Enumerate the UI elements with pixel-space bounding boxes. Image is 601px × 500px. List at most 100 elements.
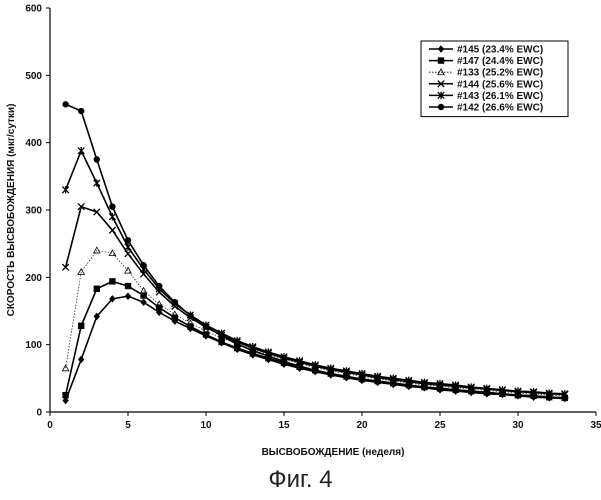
data-point bbox=[78, 107, 85, 115]
data-point bbox=[499, 390, 506, 398]
data-point bbox=[218, 332, 225, 340]
series-1 bbox=[62, 292, 568, 405]
data-point bbox=[171, 317, 178, 325]
data-point bbox=[187, 312, 194, 319]
data-point bbox=[93, 156, 101, 163]
data-point bbox=[61, 186, 70, 194]
legend-marker bbox=[437, 91, 445, 100]
data-point bbox=[171, 299, 178, 306]
data-point bbox=[93, 312, 100, 321]
data-point bbox=[124, 292, 132, 300]
data-point bbox=[202, 327, 210, 335]
data-point bbox=[92, 246, 101, 254]
data-point bbox=[342, 367, 351, 375]
legend-item: #145 (23.4% EWC) bbox=[429, 45, 543, 56]
data-point bbox=[124, 282, 132, 290]
data-point bbox=[280, 358, 288, 365]
y-tick-label: 500 bbox=[25, 71, 42, 82]
data-point bbox=[186, 319, 195, 327]
data-point bbox=[108, 213, 117, 221]
data-point bbox=[156, 308, 163, 317]
legend-label: #144 (25.6% EWC) bbox=[457, 79, 543, 90]
legend-label: #147 (24.4% EWC) bbox=[457, 56, 543, 67]
data-point bbox=[78, 355, 85, 364]
data-point bbox=[155, 300, 164, 308]
x-tick-label: 10 bbox=[200, 420, 212, 431]
y-tick-label: 200 bbox=[25, 273, 42, 284]
data-point bbox=[78, 322, 85, 330]
x-tick-label: 5 bbox=[125, 420, 131, 431]
legend-marker bbox=[437, 45, 445, 53]
legend-item: #142 (26.6% EWC) bbox=[429, 103, 543, 114]
data-point bbox=[77, 202, 85, 211]
legend-marker bbox=[437, 68, 445, 76]
data-point bbox=[140, 298, 147, 307]
data-point bbox=[108, 226, 117, 234]
data-point bbox=[234, 344, 241, 352]
series-3 bbox=[61, 246, 569, 399]
x-tick-label: 0 bbox=[47, 420, 53, 431]
data-point bbox=[265, 352, 272, 360]
series-line bbox=[64, 295, 565, 401]
data-point bbox=[140, 292, 147, 299]
data-point bbox=[327, 370, 334, 377]
legend-label: #142 (26.6% EWC) bbox=[457, 103, 543, 114]
data-point bbox=[93, 285, 100, 292]
data-point bbox=[343, 373, 350, 381]
legend-marker bbox=[437, 103, 445, 111]
data-point bbox=[156, 282, 163, 290]
legend-marker bbox=[437, 80, 445, 88]
data-point bbox=[296, 363, 303, 370]
legend-item: #143 (26.1% EWC) bbox=[429, 91, 543, 102]
series-6 bbox=[62, 101, 568, 402]
series-2 bbox=[62, 278, 568, 402]
legend-item: #133 (25.2% EWC) bbox=[429, 68, 543, 79]
series-line bbox=[65, 103, 565, 399]
data-point bbox=[77, 147, 85, 155]
series-5 bbox=[61, 147, 569, 398]
data-point bbox=[202, 331, 210, 338]
data-point bbox=[483, 389, 490, 396]
data-point bbox=[468, 387, 475, 395]
legend-item: #147 (24.4% EWC) bbox=[429, 56, 543, 67]
x-tick-label: 25 bbox=[434, 420, 446, 431]
data-point bbox=[77, 267, 86, 275]
data-point bbox=[140, 262, 147, 269]
y-tick-label: 0 bbox=[36, 408, 42, 419]
data-point bbox=[530, 392, 537, 400]
data-point bbox=[124, 250, 132, 258]
x-tick-label: 30 bbox=[512, 420, 524, 431]
data-point bbox=[436, 385, 444, 392]
data-point bbox=[218, 338, 225, 346]
data-point bbox=[139, 286, 148, 294]
series-line bbox=[64, 280, 565, 399]
data-point bbox=[358, 376, 366, 383]
legend-marker bbox=[437, 57, 445, 64]
data-point bbox=[61, 263, 70, 271]
legend-box bbox=[420, 40, 569, 118]
y-tick-label: 100 bbox=[25, 340, 42, 351]
legend: #145 (23.4% EWC)#147 (24.4% EWC)#133 (25… bbox=[420, 40, 569, 118]
data-point bbox=[405, 382, 412, 389]
data-point bbox=[546, 393, 553, 401]
data-point bbox=[109, 295, 116, 303]
data-point bbox=[390, 380, 397, 387]
x-tick-label: 35 bbox=[590, 420, 601, 431]
data-point bbox=[61, 364, 70, 372]
y-axis-title: СКОРОСТЬ ВЫСВОБОЖДЕНИЯ (мкг/сутки) bbox=[6, 104, 17, 317]
data-point bbox=[93, 179, 101, 187]
y-tick-label: 400 bbox=[25, 138, 42, 149]
y-tick-label: 300 bbox=[25, 206, 42, 217]
y-tick-label: 600 bbox=[25, 4, 42, 15]
data-point bbox=[514, 391, 522, 399]
figure-caption: Фиг. 4 bbox=[268, 466, 333, 493]
legend-label: #133 (25.2% EWC) bbox=[457, 68, 543, 79]
data-point bbox=[312, 367, 319, 374]
legend-label: #143 (26.1% EWC) bbox=[457, 91, 543, 102]
data-point bbox=[202, 323, 210, 330]
data-point bbox=[421, 383, 428, 391]
data-point bbox=[62, 101, 69, 108]
legend-item: #144 (25.6% EWC) bbox=[429, 79, 543, 90]
data-point bbox=[234, 340, 241, 348]
data-point bbox=[109, 203, 116, 210]
